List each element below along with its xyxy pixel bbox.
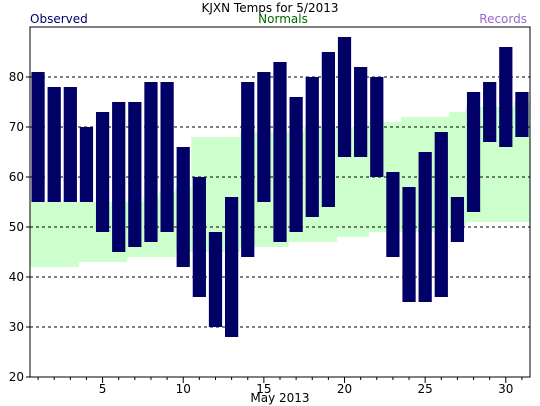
observed-bars [31, 37, 529, 337]
legend-observed: Observed [30, 12, 88, 26]
observed-bar-day-27 [450, 197, 465, 242]
observed-bar-day-10 [176, 147, 190, 267]
observed-bar-day-2 [47, 87, 61, 202]
plot-area [29, 26, 531, 378]
y-tick-label-40: 40 [9, 270, 24, 284]
observed-bar-day-30 [499, 47, 513, 147]
observed-bar-day-5 [95, 112, 110, 232]
observed-bar-day-3 [63, 87, 77, 202]
observed-bar-day-4 [79, 127, 94, 202]
y-tick-label-20: 20 [9, 370, 24, 384]
normal-band-day-1 [30, 202, 47, 267]
observed-bar-day-16 [273, 62, 287, 242]
y-axis: 20 30 40 50 60 70 80 [9, 70, 30, 384]
y-tick-label-70: 70 [9, 120, 24, 134]
observed-bar-day-6 [112, 102, 126, 252]
y-tick-label-80: 80 [9, 70, 24, 84]
observed-bar-day-31 [515, 92, 529, 137]
y-tick-label-50: 50 [9, 220, 24, 234]
x-tick-label-10: 10 [176, 382, 191, 396]
normal-band-day-12 [207, 137, 225, 252]
observed-bar-day-13 [225, 197, 239, 337]
x-tick-label-5: 5 [99, 382, 107, 396]
observed-bar-day-20 [337, 37, 352, 157]
legend-records: Records [479, 12, 527, 26]
y-tick-label-30: 30 [9, 320, 24, 334]
observed-bar-day-14 [241, 82, 255, 257]
observed-bar-day-1 [31, 72, 45, 202]
observed-bar-day-19 [321, 52, 335, 207]
observed-bar-day-26 [434, 132, 448, 297]
x-tick-label-15: 15 [256, 382, 271, 396]
observed-bar-day-9 [160, 82, 174, 232]
normal-band-day-3 [62, 202, 79, 267]
x-tick-label-30: 30 [498, 382, 513, 396]
normal-band-day-4 [78, 202, 96, 262]
observed-bar-day-24 [402, 187, 416, 302]
x-axis-label: May 2013 [250, 391, 309, 405]
observed-bar-day-8 [144, 82, 158, 242]
x-tick-label-25: 25 [418, 382, 433, 396]
observed-bar-day-29 [483, 82, 497, 142]
observed-bar-day-28 [466, 92, 481, 212]
observed-bar-day-11 [192, 177, 206, 297]
y-tick-label-60: 60 [9, 170, 24, 184]
observed-bar-day-17 [289, 97, 303, 232]
x-axis: 5 10 15 20 25 30 [37, 377, 523, 396]
observed-bar-day-7 [128, 102, 142, 247]
observed-bar-day-12 [208, 232, 223, 327]
observed-bar-day-25 [418, 152, 432, 302]
normal-band-day-2 [46, 202, 63, 267]
observed-bar-day-18 [305, 77, 319, 217]
x-tick-label-20: 20 [337, 382, 352, 396]
legend-normals: Normals [258, 12, 308, 26]
observed-bar-day-21 [354, 67, 368, 157]
observed-bar-day-15 [257, 72, 271, 202]
observed-bar-day-23 [386, 172, 400, 257]
chart-title: KJXN Temps for 5/2013 [202, 1, 339, 15]
observed-bar-day-22 [370, 77, 384, 177]
